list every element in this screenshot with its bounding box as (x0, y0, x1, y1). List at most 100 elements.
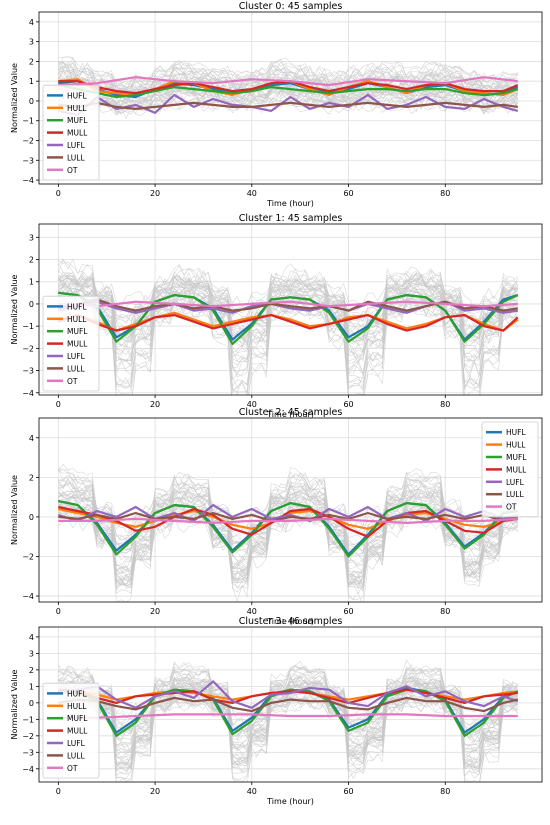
series-line-hufl (58, 80, 519, 99)
y-tick-label: 1 (29, 77, 34, 86)
background-sample-line (58, 516, 519, 572)
y-tick-label: −4 (22, 176, 34, 185)
x-axis-label: Time (hour) (266, 617, 314, 626)
series-line-mull (57, 314, 519, 332)
legend-label: MUFL (67, 327, 88, 336)
x-tick-label: 20 (150, 400, 160, 409)
chart-title: Cluster 0: 45 samples (239, 1, 343, 12)
y-tick-label: 2 (29, 473, 34, 482)
legend-label: HUFL (67, 302, 87, 311)
series-group (57, 291, 519, 345)
x-axis-label: Time (hour) (266, 199, 314, 208)
x-tick-label: 20 (150, 189, 160, 198)
background-sample-line (58, 61, 518, 89)
y-axis-label: Normalized Value (10, 669, 19, 739)
x-tick-label: 0 (56, 400, 61, 409)
y-tick-label: −2 (22, 732, 34, 741)
legend-label: OT (506, 503, 517, 512)
y-tick-label: −1 (22, 117, 34, 126)
x-tick-label: 80 (440, 189, 450, 198)
legend: HUFL HULL MUFL MULL LUFL LULL OT (42, 682, 100, 779)
chart-1: 0 20 40 60 80 −4 −3 −2 −1 0 1 2 3 Cluster 1: 45 sampl… (10, 213, 543, 419)
legend-label: MUFL (506, 453, 527, 462)
background-sample-lines (58, 659, 519, 782)
background-sample-line (58, 278, 518, 378)
x-tick-label: 20 (150, 607, 160, 616)
y-tick-label: −3 (22, 367, 34, 376)
background-sample-line (58, 676, 518, 756)
legend: HUFL HULL MUFL MULL LUFL LULL OT (42, 84, 100, 181)
y-tick-label: −2 (22, 552, 34, 561)
series-line-lull (58, 101, 518, 110)
y-tick-label: 3 (29, 38, 34, 47)
x-tick-label: 40 (247, 607, 257, 616)
y-tick-label: 2 (29, 57, 34, 66)
y-tick-label: 3 (29, 233, 34, 242)
x-tick-label: 80 (440, 400, 450, 409)
legend: HUFL HULL MUFL MULL LUFL LULL OT (481, 421, 539, 518)
x-tick-label: 80 (440, 787, 450, 796)
legend-label: OT (67, 764, 78, 773)
legend-label: HUFL (506, 428, 526, 437)
series-line-ot (58, 76, 518, 87)
background-sample-line (58, 666, 519, 774)
legend-label: OT (67, 377, 78, 386)
legend-label: HUFL (67, 689, 87, 698)
y-tick-label: −3 (22, 156, 34, 165)
legend-label: HULL (67, 104, 87, 113)
y-tick-label: −4 (22, 592, 34, 601)
background-sample-line (58, 97, 519, 115)
legend-label: HULL (506, 441, 526, 450)
grid (39, 12, 542, 184)
x-tick-label: 0 (56, 189, 61, 198)
legend-label: MULL (506, 465, 527, 474)
background-sample-line (58, 308, 518, 347)
x-tick-label: 20 (150, 787, 160, 796)
grid (39, 627, 542, 782)
chart-title: Cluster 3: 46 samples (239, 616, 343, 627)
background-sample-line (58, 287, 518, 357)
legend-label: HULL (67, 315, 87, 324)
y-tick-label: −3 (22, 748, 34, 757)
x-tick-label: 40 (247, 189, 257, 198)
legend-label: LULL (67, 364, 85, 373)
legend-label: MUFL (67, 116, 88, 125)
background-sample-line (58, 85, 519, 105)
background-sample-line (58, 291, 519, 395)
chart-3: 0 20 40 60 80 −4 −3 −2 −1 0 1 2 3 4 Cluster 3: 46 samp… (10, 616, 543, 806)
y-tick-label: 3 (29, 649, 34, 658)
y-tick-label: 4 (29, 633, 34, 642)
y-tick-label: −1 (22, 715, 34, 724)
x-tick-label: 60 (343, 400, 353, 409)
series-line-mufl (58, 500, 518, 558)
legend-label: HULL (67, 702, 87, 711)
background-sample-line (58, 60, 518, 99)
x-tick-label: 40 (247, 787, 257, 796)
x-tick-label: 60 (343, 189, 353, 198)
background-sample-lines (58, 463, 519, 602)
y-axis-label: Normalized Value (10, 475, 19, 545)
x-tick-label: 60 (343, 607, 353, 616)
y-tick-label: 0 (29, 513, 34, 522)
axes-frame (38, 417, 543, 603)
background-sample-line (58, 88, 518, 105)
legend-label: LUFL (67, 352, 86, 361)
background-sample-line (58, 263, 519, 348)
series-line-lufl (58, 93, 519, 116)
background-sample-line (58, 85, 519, 120)
series-line-ot (58, 517, 518, 524)
legend: HUFL HULL MUFL MULL LUFL LULL OT (42, 295, 100, 392)
chart-title: Cluster 2: 45 samples (239, 407, 343, 418)
legend-label: LUFL (506, 478, 525, 487)
background-sample-line (58, 504, 518, 579)
series-line-ot (58, 713, 518, 719)
series-line-lull (58, 696, 519, 713)
x-axis-label: Time (hour) (266, 797, 314, 806)
y-tick-label: 4 (29, 18, 34, 27)
y-axis-label: Normalized Value (10, 274, 19, 344)
x-axis-label: Time (hour) (266, 410, 314, 419)
y-tick-label: 2 (29, 256, 34, 265)
chart-0: 0 20 40 60 80 −4 −3 −2 −1 0 1 2 3 4 Cluster 0: 45 samp… (10, 1, 543, 208)
series-line-lufl (57, 504, 519, 522)
